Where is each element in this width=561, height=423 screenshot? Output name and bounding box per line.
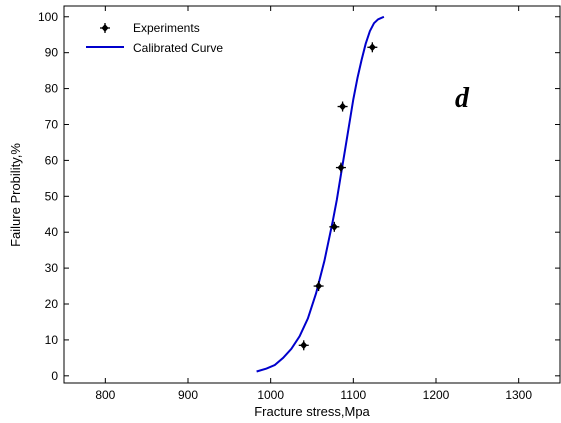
y-tick-label: 30 — [45, 261, 59, 275]
experiment-point — [313, 281, 324, 292]
y-tick-label: 50 — [45, 189, 59, 203]
y-tick-label: 90 — [45, 46, 59, 60]
experiment-point — [367, 42, 378, 53]
experiment-point — [337, 101, 348, 112]
y-tick-label: 20 — [45, 297, 59, 311]
y-tick-label: 70 — [45, 117, 59, 131]
panel-annotation: d — [455, 83, 470, 114]
y-tick-label: 80 — [45, 82, 59, 96]
x-tick-label: 800 — [95, 388, 115, 402]
plot-area — [63, 5, 561, 384]
experiment-point — [329, 221, 340, 232]
x-tick-label: 900 — [178, 388, 198, 402]
legend-marker-glyph — [100, 23, 110, 33]
y-axis-label: Failure Probility,% — [8, 143, 23, 247]
x-tick-label: 1200 — [423, 388, 450, 402]
x-axis-label: Fracture stress,Mpa — [254, 404, 370, 419]
x-tick-label: 1000 — [257, 388, 284, 402]
y-tick-label: 100 — [38, 10, 58, 24]
y-tick-label: 60 — [45, 153, 59, 167]
x-tick-label: 1100 — [340, 388, 366, 402]
y-tick-label: 0 — [51, 369, 58, 383]
y-axis: 0 10 20 30 40 50 60 70 80 90 100 — [38, 10, 560, 383]
x-axis: 800 900 1000 1100 1200 1300 — [95, 6, 532, 402]
experiment-points-layer — [298, 42, 378, 351]
legend-curve-label: Calibrated Curve — [133, 41, 223, 55]
experiment-point — [335, 162, 346, 173]
calibrated-curve-line — [256, 15, 385, 373]
y-tick-label: 40 — [45, 225, 59, 239]
legend-experiments-label: Experiments — [133, 21, 200, 35]
legend-experiments-marker — [100, 23, 110, 33]
x-tick-label: 1300 — [505, 388, 532, 402]
calibrated-curve-layer — [256, 15, 385, 373]
legend: Experiments Calibrated Curve — [86, 21, 223, 55]
y-tick-label: 10 — [45, 333, 59, 347]
experiment-point — [298, 340, 309, 351]
